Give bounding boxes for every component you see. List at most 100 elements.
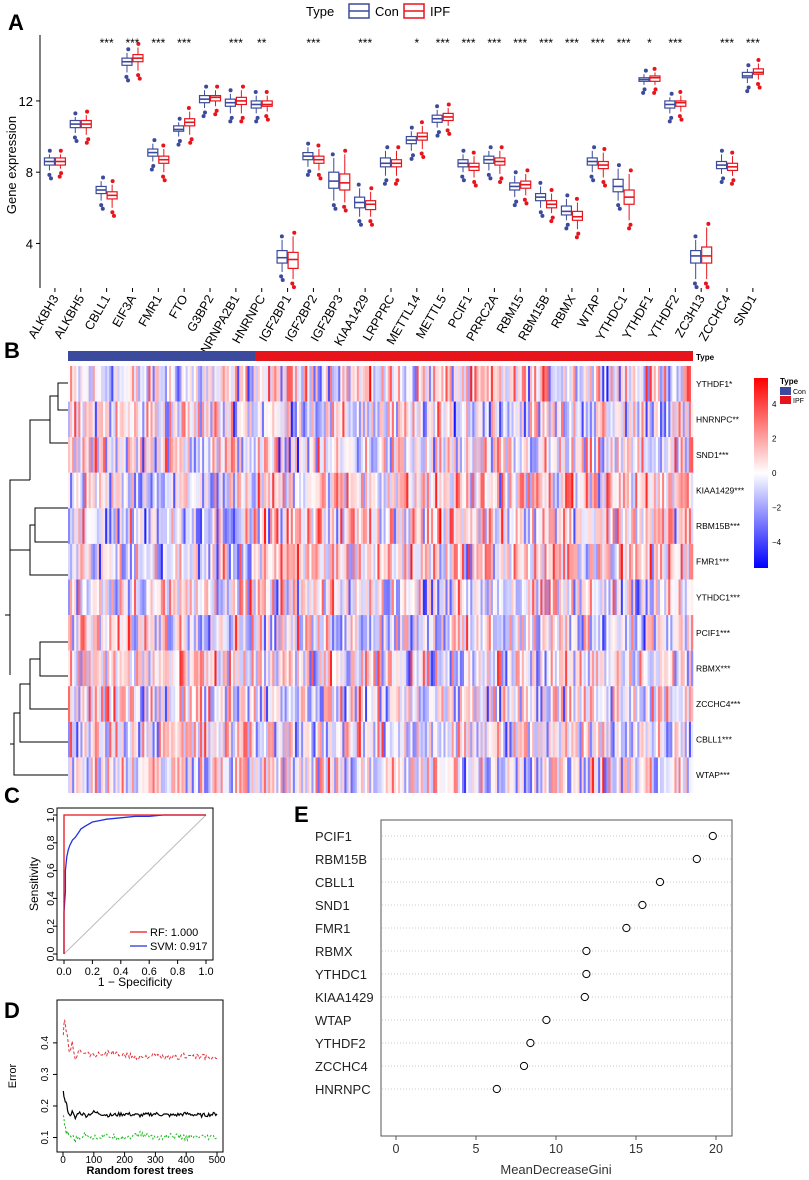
heatmap-cell (614, 757, 617, 793)
heatmap-cell (542, 366, 545, 402)
heatmap-cell (389, 472, 393, 509)
heatmap-cell (237, 686, 240, 722)
heatmap-cell (195, 437, 199, 473)
heatmap-cell (206, 508, 209, 544)
heatmap-cell (389, 366, 393, 402)
heatmap-cell (162, 437, 166, 473)
heatmap-cell (164, 543, 168, 580)
heatmap-cell (459, 472, 463, 509)
heatmap-cell (241, 472, 244, 509)
heatmap-cell (437, 508, 440, 544)
heatmap-cell (136, 721, 139, 758)
a-y-tick-label: 4 (26, 236, 33, 251)
heatmap-cell (657, 650, 661, 687)
heatmap-cell (319, 615, 322, 651)
heatmap-row-label: HNRNPC** (696, 414, 740, 424)
heatmap-cell (655, 472, 659, 509)
heatmap-cell (84, 686, 87, 722)
heatmap-cell (563, 437, 566, 473)
heatmap-cell (88, 437, 91, 473)
heatmap-cell (672, 401, 675, 438)
heatmap-cell (342, 472, 345, 509)
box-outlier (436, 130, 441, 135)
heatmap-cell (662, 437, 665, 473)
box-outlier (721, 176, 726, 181)
heatmap-cell (226, 721, 230, 758)
heatmap-cell (688, 508, 692, 544)
heatmap-cell (457, 650, 461, 687)
heatmap-cell (573, 401, 576, 438)
box-outlier (176, 142, 181, 147)
heatmap-cell (501, 366, 504, 402)
box-outlier (149, 167, 154, 172)
heatmap-cell (501, 650, 504, 687)
heatmap-cell (74, 757, 77, 793)
heatmap-cell (175, 437, 178, 473)
heatmap-cell (393, 615, 397, 651)
box-outlier (693, 234, 698, 239)
heatmap-cell (257, 579, 261, 616)
heatmap-cell (68, 650, 71, 687)
heatmap-cell (321, 437, 325, 473)
heatmap-cell (129, 472, 133, 509)
a-y-tick-label: 8 (26, 165, 33, 180)
heatmap-cell (230, 721, 234, 758)
heatmap-cell (509, 543, 512, 580)
heatmap-cell (138, 437, 141, 473)
box-ipf (701, 221, 713, 290)
heatmap-cell (550, 437, 553, 473)
box-outlier (421, 155, 426, 160)
heatmap-cell (573, 686, 576, 722)
heatmap-cell (173, 508, 176, 544)
heatmap-cell (422, 615, 426, 651)
heatmap-cell (367, 721, 370, 758)
heatmap-cell (492, 401, 496, 438)
box-outlier (186, 106, 191, 111)
heatmap-cell (286, 437, 289, 473)
heatmap-cell (418, 508, 421, 544)
heatmap-cell (266, 615, 269, 651)
significance-mark: *** (151, 36, 165, 50)
heatmap-cell (596, 508, 599, 544)
heatmap-cell (402, 437, 405, 473)
heatmap-cell (503, 757, 506, 793)
heatmap-cell (365, 508, 368, 544)
heatmap-cell (657, 437, 661, 473)
heatmap-cell (404, 650, 407, 687)
heatmap-cell (571, 543, 574, 580)
heatmap-cell (385, 686, 388, 722)
heatmap-cell (230, 615, 234, 651)
heatmap-cell (323, 686, 327, 722)
heatmap-cell (560, 721, 564, 758)
heatmap-cell (303, 472, 306, 509)
heatmap-cell (146, 543, 149, 580)
heatmap-cell (156, 615, 160, 651)
heatmap-cell (527, 401, 531, 438)
heatmap-cell (651, 508, 655, 544)
heatmap-cell (503, 366, 506, 402)
heatmap-cell (606, 401, 609, 438)
heatmap-cell (226, 757, 230, 793)
heatmap-cell (253, 650, 256, 687)
c-ticks: 0.0 0.2 0.4 0.6 0.8 1.00.00.20.40.60.81.0 (45, 808, 214, 978)
heatmap-cell (666, 472, 669, 509)
heatmap-cell (348, 615, 351, 651)
box-outlier (447, 131, 452, 136)
heatmap-cell (371, 579, 374, 616)
heatmap-cell (352, 366, 355, 402)
heatmap-cell (464, 686, 467, 722)
heatmap-cell (435, 543, 438, 580)
heatmap-cell (383, 472, 386, 509)
heatmap-cell (284, 508, 287, 544)
heatmap-cell (445, 366, 448, 402)
heatmap-cell (150, 757, 153, 793)
heatmap-cell (206, 615, 209, 651)
heatmap-cell (395, 401, 399, 438)
heatmap-cell (142, 437, 145, 473)
heatmap-cell (682, 543, 685, 580)
heatmap-cell (596, 686, 599, 722)
heatmap-cell (332, 686, 335, 722)
heatmap-cell (241, 366, 244, 402)
heatmap-cell (233, 366, 236, 402)
heatmap-cell (348, 543, 351, 580)
